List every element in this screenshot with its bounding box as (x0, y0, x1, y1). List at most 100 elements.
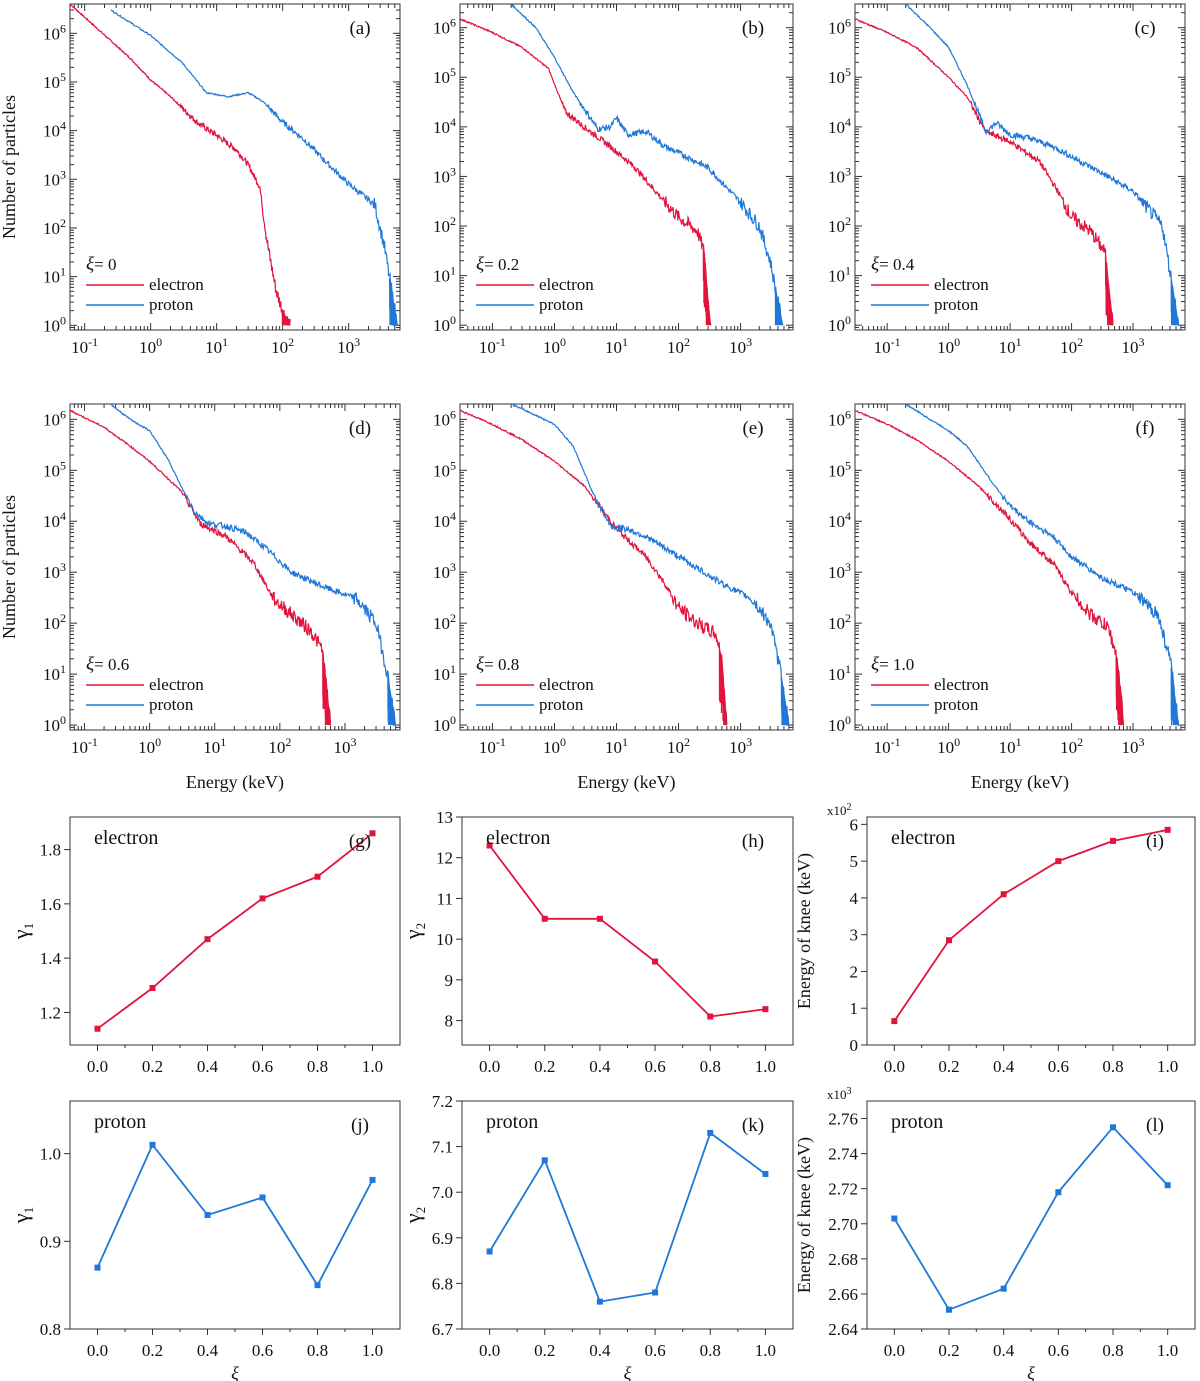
y-tick-label: 1.0 (40, 1145, 61, 1164)
data-point (707, 1013, 714, 1020)
y-tick-label: 6.7 (432, 1320, 454, 1339)
x-tick-label: 10-1 (874, 335, 901, 357)
y-tick-label: 102 (828, 214, 851, 236)
y-tick-label: 106 (433, 407, 456, 429)
y-tick-label: 105 (433, 458, 456, 480)
x-tick-label: 1.0 (362, 1057, 383, 1076)
y-tick-label: 2.68 (828, 1250, 858, 1269)
plot-frame (854, 403, 1186, 731)
proton-spectrum-line (510, 4, 784, 325)
panel-label-g: (g) (349, 831, 371, 852)
legend-label-electron: electron (539, 275, 594, 294)
x-tick-label: 102 (1060, 335, 1083, 357)
x-tick-label: 103 (729, 335, 752, 357)
y-tick-label: 4 (850, 889, 859, 908)
data-point (204, 1212, 211, 1218)
plot-frame (854, 3, 1186, 331)
y-axis-label: Number of particles (0, 495, 19, 639)
y-tick-label: 104 (828, 509, 851, 531)
x-axis-label: Energy (keV) (971, 772, 1069, 793)
panel-label-i: (i) (1146, 831, 1164, 852)
electron-spectrum-tail (1115, 655, 1124, 726)
y-tick-label: 10 (436, 930, 453, 949)
x-tick-label: 0.4 (589, 1341, 611, 1360)
x-tick-label: 101 (999, 735, 1022, 757)
y-axis-label: γ2 (400, 923, 428, 940)
y-axis-label: Energy of knee (keV) (794, 1137, 815, 1293)
panel-label-c: (c) (1134, 18, 1155, 39)
x-tick-label: 0.0 (479, 1057, 500, 1076)
proton-series-line (96, 1143, 374, 1288)
y-tick-label: 1.8 (40, 841, 61, 860)
data-point (891, 1018, 898, 1025)
spectrum-panel-d: 10-1 100 101 102 103100101102103104105106(d)… (0, 403, 401, 793)
data-point (94, 1025, 101, 1032)
y-tick-label: 103 (433, 560, 456, 582)
spectrum-panel-f: 10-1 100 101 102 103 100 101 102 103 104 105 106 (f)… (828, 403, 1186, 793)
y-tick-label: 101 (828, 264, 851, 286)
legend-label-proton: proton (934, 295, 979, 314)
x-tick-label: 0.8 (307, 1057, 328, 1076)
data-point (1000, 891, 1007, 898)
y-tick-label: 12 (436, 849, 453, 868)
y-tick-label: 100 (433, 313, 456, 335)
particle-label: proton (94, 1111, 146, 1133)
x-tick-label: 10-1 (874, 735, 901, 757)
legend-xi-value: ξ= 0.8 (476, 654, 519, 675)
data-point (946, 937, 952, 944)
x-axis-label: ξ (624, 1363, 632, 1381)
proton-spectrum-line (110, 9, 398, 326)
data-point (946, 1306, 952, 1313)
legend-label-proton: proton (149, 695, 194, 714)
y-tick-label: 7.1 (432, 1138, 453, 1157)
electron-spectrum-tail (322, 652, 331, 726)
data-point (541, 915, 548, 922)
y-tick-label: 0.9 (40, 1232, 61, 1251)
x-tick-label: 0.2 (938, 1057, 959, 1076)
x-tick-label: 103 (1122, 335, 1145, 357)
x-tick-label: 101 (205, 335, 228, 357)
x-tick-label: 0.4 (589, 1057, 611, 1076)
electron-spectrum-line (70, 4, 291, 326)
legend-xi-value: ξ= 1.0 (871, 654, 914, 675)
x-tick-label: 10-1 (71, 735, 98, 757)
legend-xi-value: ξ= 0.6 (86, 654, 129, 675)
x-tick-label: 102 (1060, 735, 1083, 757)
y-tick-label: 2.70 (828, 1215, 858, 1234)
x-axis-label: ξ (231, 1363, 239, 1381)
data-point (94, 1264, 101, 1271)
particle-label: electron (94, 827, 158, 849)
y-tick-label: 100 (828, 713, 851, 735)
proton-spectrum-line (905, 404, 1180, 724)
data-point (1000, 1285, 1007, 1292)
x-tick-label: 100 (543, 335, 566, 357)
x-tick-label: 0.0 (884, 1341, 905, 1360)
y-tick-label: 102 (43, 611, 66, 633)
legend-label-proton: proton (539, 295, 584, 314)
x-tick-label: 0.8 (1102, 1341, 1123, 1360)
x-tick-label: 1.0 (755, 1057, 776, 1076)
electron-series-line (893, 829, 1168, 1022)
y-tick-label: 2.76 (828, 1110, 858, 1129)
y-tick-label: 0 (850, 1036, 859, 1055)
axis-multiplier: x102 (827, 802, 852, 818)
y-tick-label: 103 (43, 167, 66, 189)
x-tick-label: 0.0 (87, 1057, 108, 1076)
y-tick-label: 103 (828, 560, 851, 582)
x-tick-label: 0.4 (197, 1057, 219, 1076)
summary-panel-g: 0.0 0.2 0.4 0.6 0.8 1.0 1.2 1.4 1.6 1.8 electron (g… (8, 816, 401, 1076)
x-axis-label: Energy (keV) (577, 772, 675, 793)
data-point (596, 915, 603, 922)
x-tick-label: 103 (337, 335, 360, 357)
particle-label: proton (486, 1111, 538, 1133)
x-tick-label: 0.8 (307, 1341, 328, 1360)
proton-spectrum-tail (774, 288, 784, 326)
spectrum-panel-c: 10-1 100 101 102 103 100 101 102 103 104 105 106 (c)… (828, 3, 1186, 357)
panel-label-b: (b) (742, 18, 764, 39)
legend-label-electron: electron (149, 675, 204, 694)
x-tick-label: 100 (937, 735, 960, 757)
y-tick-label: 104 (828, 115, 851, 137)
x-tick-label: 0.6 (644, 1057, 665, 1076)
y-tick-label: 11 (437, 889, 453, 908)
